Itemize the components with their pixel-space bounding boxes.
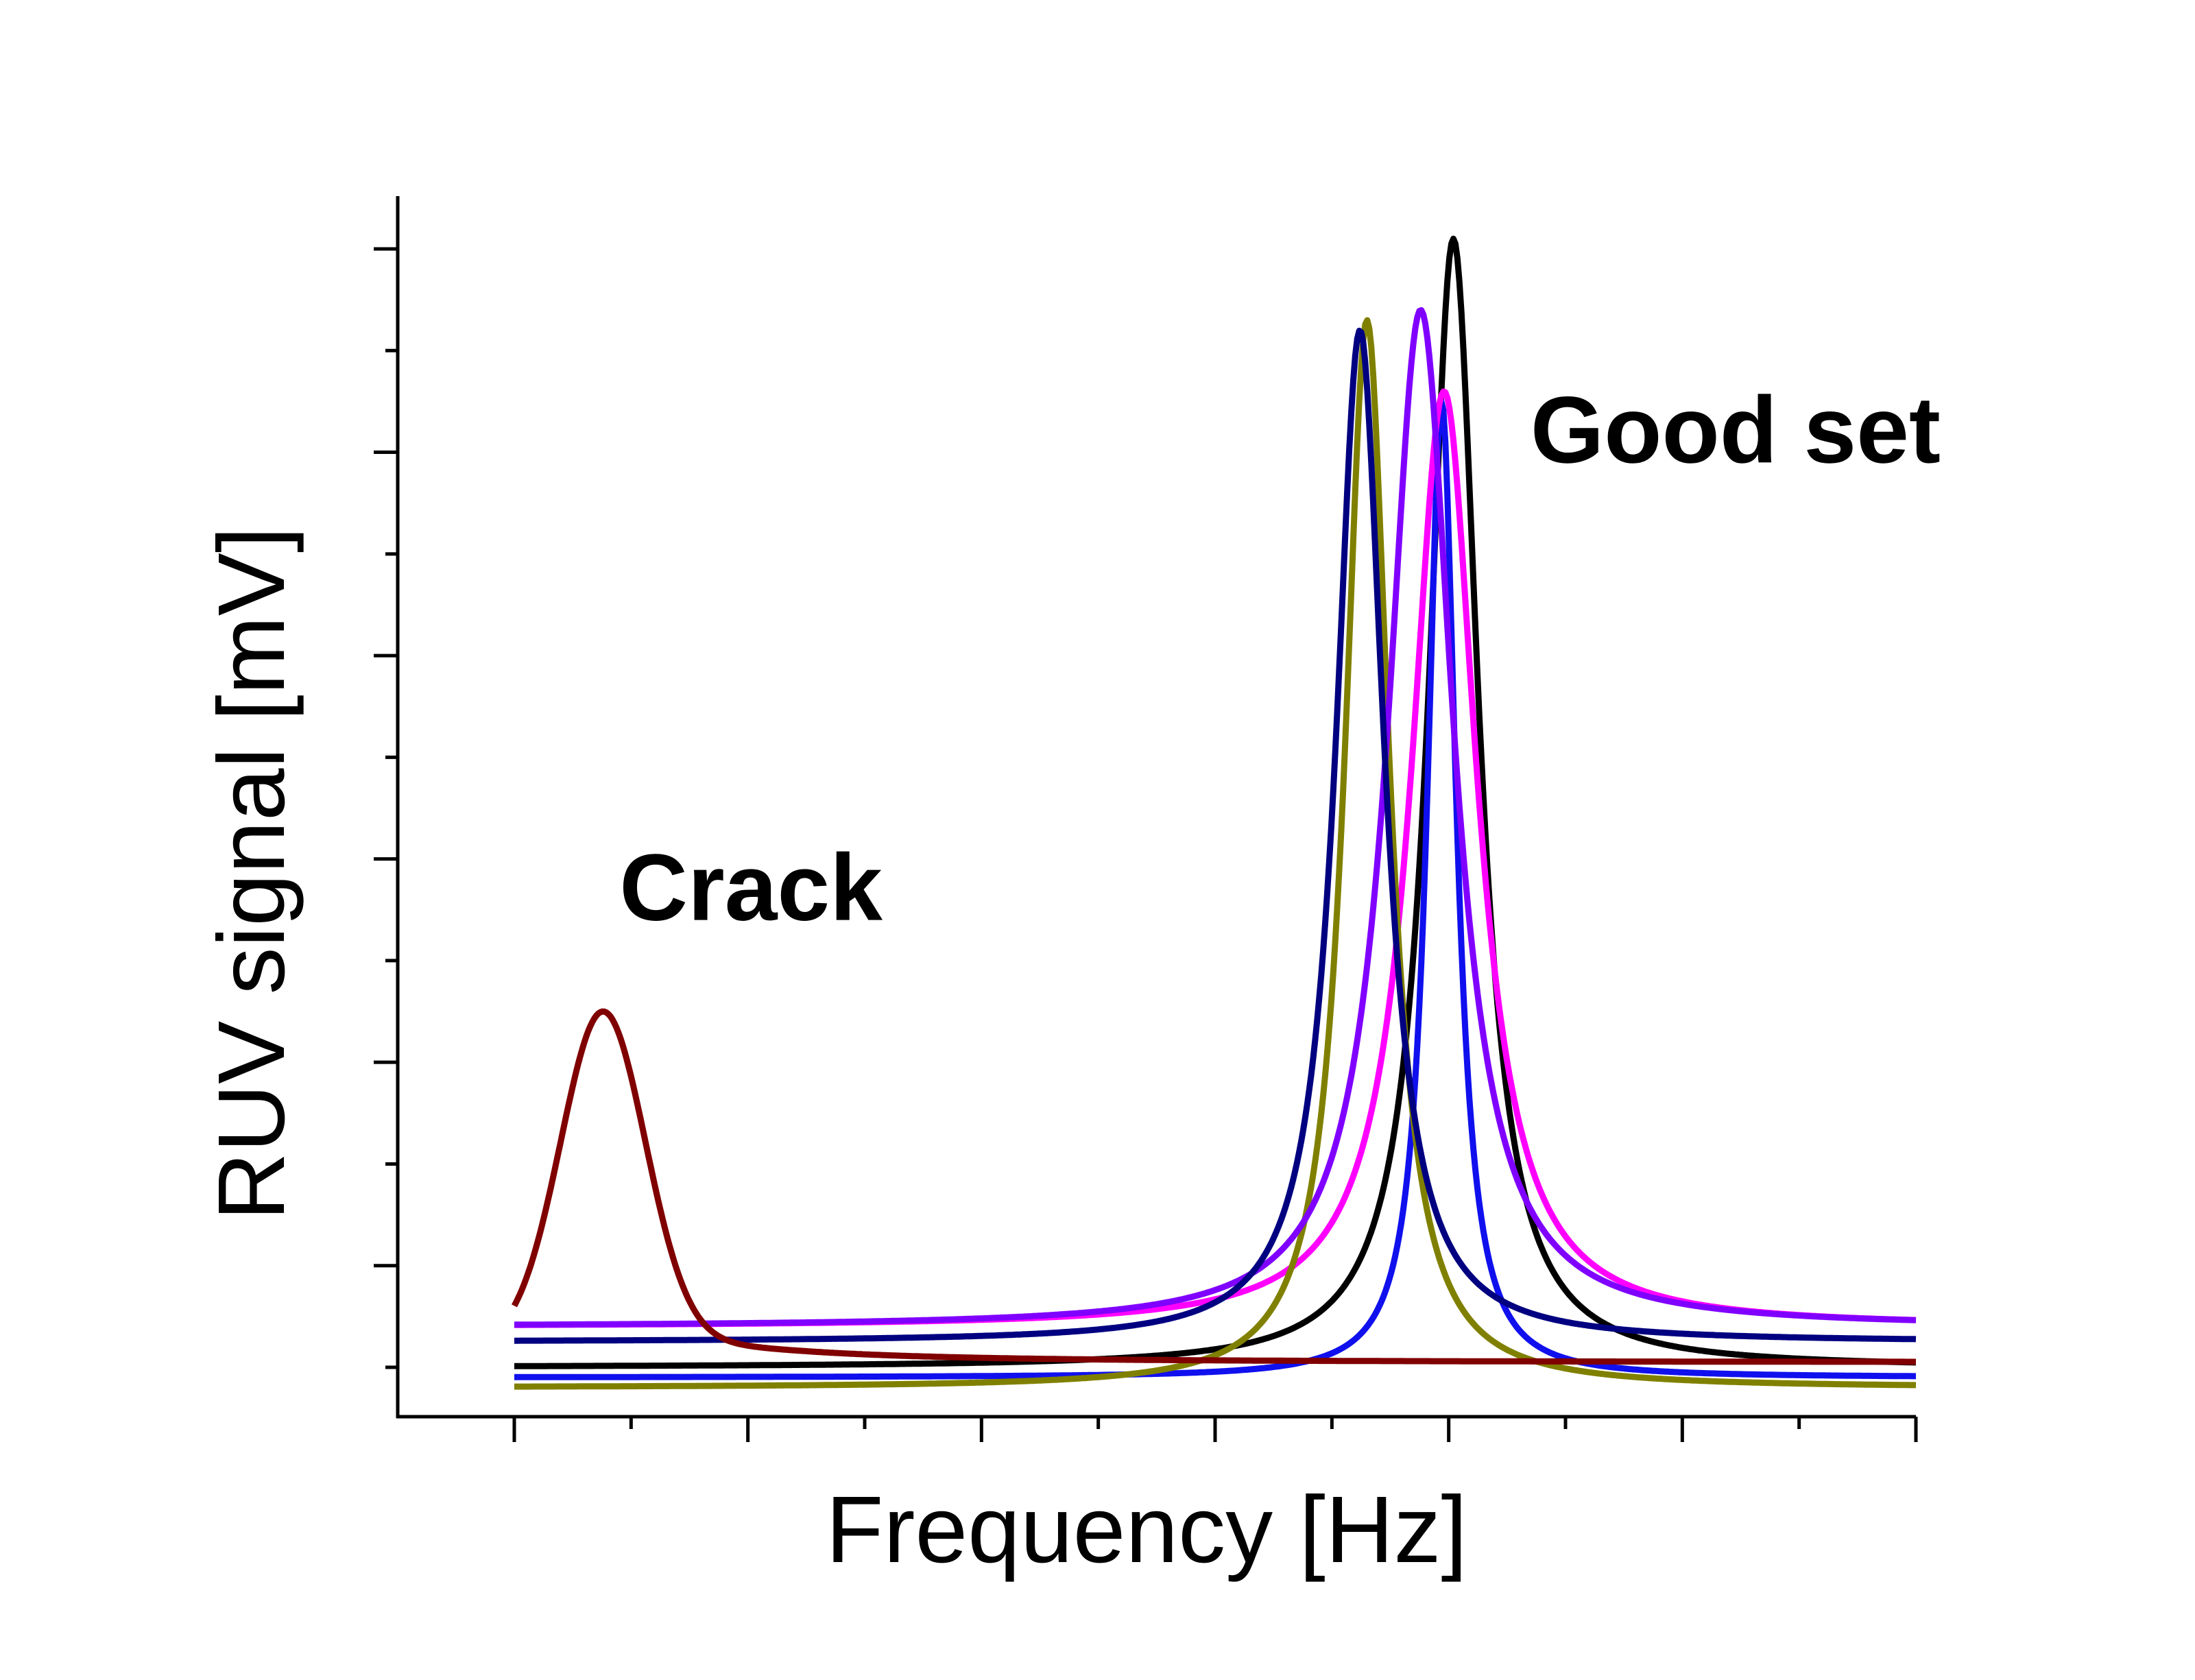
y-ticks: [374, 247, 398, 1369]
x-axis-title: Frequency [Hz]: [826, 1477, 1467, 1583]
y-axis-title: RUV signal [mV]: [199, 527, 304, 1221]
series-line-6: [512, 1008, 1917, 1365]
series-line-4: [513, 307, 1917, 1328]
x-ticks: [512, 1417, 1918, 1442]
annotation-good-set: Good set: [1531, 377, 1941, 483]
series-line-1: [513, 398, 1917, 1380]
plot-curves: [512, 235, 1917, 1390]
axes: [374, 196, 1918, 1442]
annotation-crack: Crack: [619, 835, 883, 941]
series-line-5: [513, 327, 1917, 1344]
series-line-3: [513, 317, 1917, 1390]
series-line-0: [513, 235, 1917, 1369]
